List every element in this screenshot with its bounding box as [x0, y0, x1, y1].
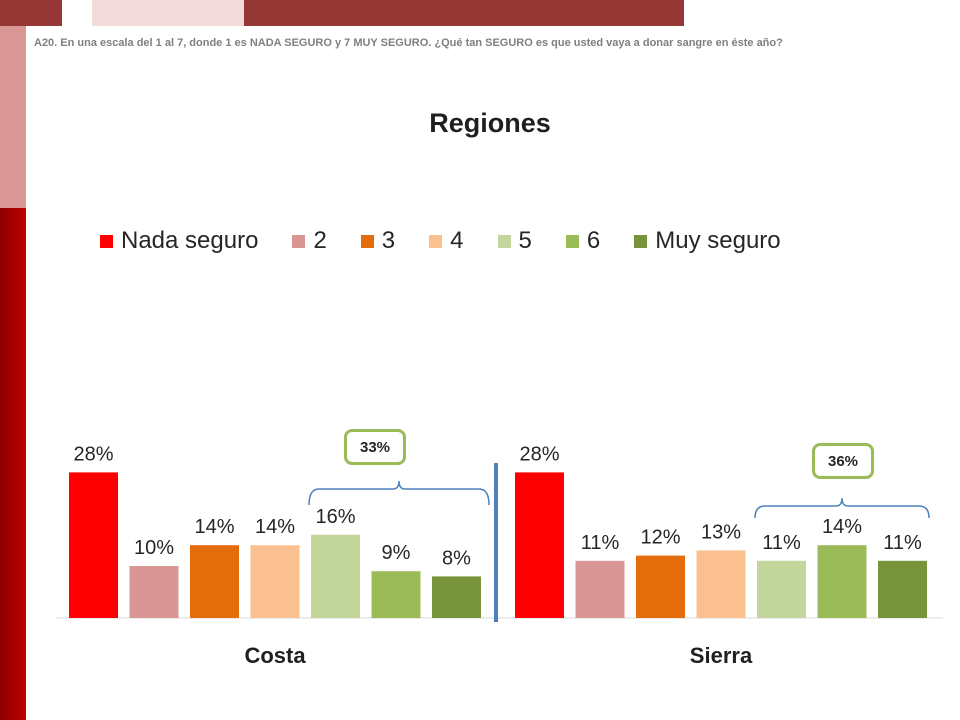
legend-label: Muy seguro [655, 227, 781, 254]
legend-item-5: 5 [497, 227, 532, 255]
bar-sierra-4 [696, 550, 746, 618]
legend-label: Nada seguro [121, 227, 259, 254]
data-label: 8% [442, 547, 471, 569]
bar-sierra-5 [757, 560, 806, 618]
data-label: 28% [73, 443, 113, 465]
top-deco-dark-left [0, 0, 62, 26]
bar-costa-4 [250, 545, 300, 618]
bar-sierra-nada-seguro [515, 472, 564, 618]
data-label: 12% [640, 527, 680, 549]
legend-item-2: 2 [292, 227, 327, 255]
bar-costa-6 [371, 571, 421, 618]
data-label: 28% [519, 443, 559, 465]
bar-costa-5 [311, 534, 360, 618]
legend-swatch [429, 234, 443, 248]
legend-label: 4 [450, 227, 464, 254]
bracket-costa [308, 480, 490, 506]
legend-item-nada-seguro: Nada seguro [100, 227, 258, 255]
legend-swatch [360, 234, 374, 248]
legend-label: 5 [518, 227, 532, 254]
data-label: 16% [315, 506, 355, 528]
data-label: 9% [382, 542, 411, 564]
callout-costa: 33% [344, 429, 406, 465]
bar-costa-nada-seguro [69, 472, 118, 618]
data-label: 11% [762, 532, 801, 554]
bar-sierra-muy-seguro [878, 560, 927, 618]
callout-sierra: 36% [812, 443, 874, 479]
bar-sierra-2 [575, 560, 625, 618]
data-label: 10% [134, 537, 174, 559]
bar-sierra-3 [636, 555, 685, 618]
bar-costa-muy-seguro [432, 576, 481, 618]
top-deco-pink [92, 0, 244, 26]
legend-label: 6 [586, 227, 601, 254]
top-deco-dark-right [244, 0, 684, 26]
data-label: 13% [701, 521, 741, 543]
legend-item-6: 6 [565, 227, 601, 255]
data-label: 14% [822, 516, 862, 538]
side-deco-pink [0, 26, 26, 208]
bar-sierra-6 [817, 545, 867, 618]
legend-item-muy-seguro: Muy seguro [634, 227, 781, 255]
legend-swatch [292, 234, 306, 248]
legend-item-3: 3 [360, 227, 396, 255]
chart-legend: Nada seguro 2 3 4 5 6 Muy seguro [100, 226, 781, 256]
chart-title: Regiones [429, 108, 551, 138]
bar-costa-2 [129, 566, 179, 618]
legend-item-4: 4 [429, 227, 464, 255]
bar-costa-3 [190, 545, 239, 618]
legend-swatch [497, 234, 511, 248]
data-label: 11% [581, 532, 620, 554]
legend-swatch [565, 234, 579, 248]
data-label: 14% [194, 516, 234, 538]
data-label: 11% [883, 532, 922, 554]
legend-label: 2 [313, 227, 327, 254]
data-label: 14% [255, 516, 295, 538]
bracket-sierra [754, 497, 930, 519]
category-label-costa: Costa [244, 643, 306, 668]
legend-label: 3 [381, 227, 396, 254]
legend-swatch [634, 234, 648, 248]
side-deco-red [0, 208, 26, 720]
question-text: A20. En una escala del 1 al 7, donde 1 e… [34, 37, 783, 49]
category-label-sierra: Sierra [690, 643, 753, 668]
legend-swatch [100, 234, 113, 248]
